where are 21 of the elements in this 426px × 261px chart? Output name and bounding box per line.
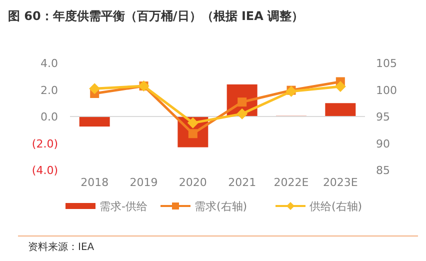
x-tick-label: 2019	[130, 176, 158, 189]
text: 资料来源：IEA	[28, 241, 94, 253]
x-tick-label: 2023E	[322, 176, 358, 189]
y2-tick-label: 105	[376, 57, 397, 70]
y-tick-label: 0.0	[40, 110, 58, 124]
legend-label: 供给(右轴)	[310, 200, 362, 213]
y-tick-label: 4.0	[40, 57, 58, 70]
x-tick-label: 2022E	[274, 176, 309, 189]
x-tick-label: 2018	[80, 176, 109, 189]
legend-label: 需求(右轴)	[194, 200, 248, 213]
y2-tick-label: 95	[376, 110, 390, 124]
y-tick-label: (2.0)	[32, 137, 58, 150]
y-tick-label: 2.0	[40, 84, 58, 97]
y2-tick-label: 90	[376, 137, 390, 150]
chart-title: 图 60：年度供需平衡（百万桶/日）（根据 IEA 调整）	[8, 9, 304, 23]
x-tick-label: 2020	[178, 176, 207, 189]
y-tick-label: (4.0)	[32, 164, 58, 177]
x-tick-label: 2021	[228, 176, 256, 189]
y2-tick-label: 100	[376, 84, 397, 97]
legend-label: 需求-供给	[100, 200, 148, 213]
y2-tick-label: 85	[376, 164, 390, 177]
